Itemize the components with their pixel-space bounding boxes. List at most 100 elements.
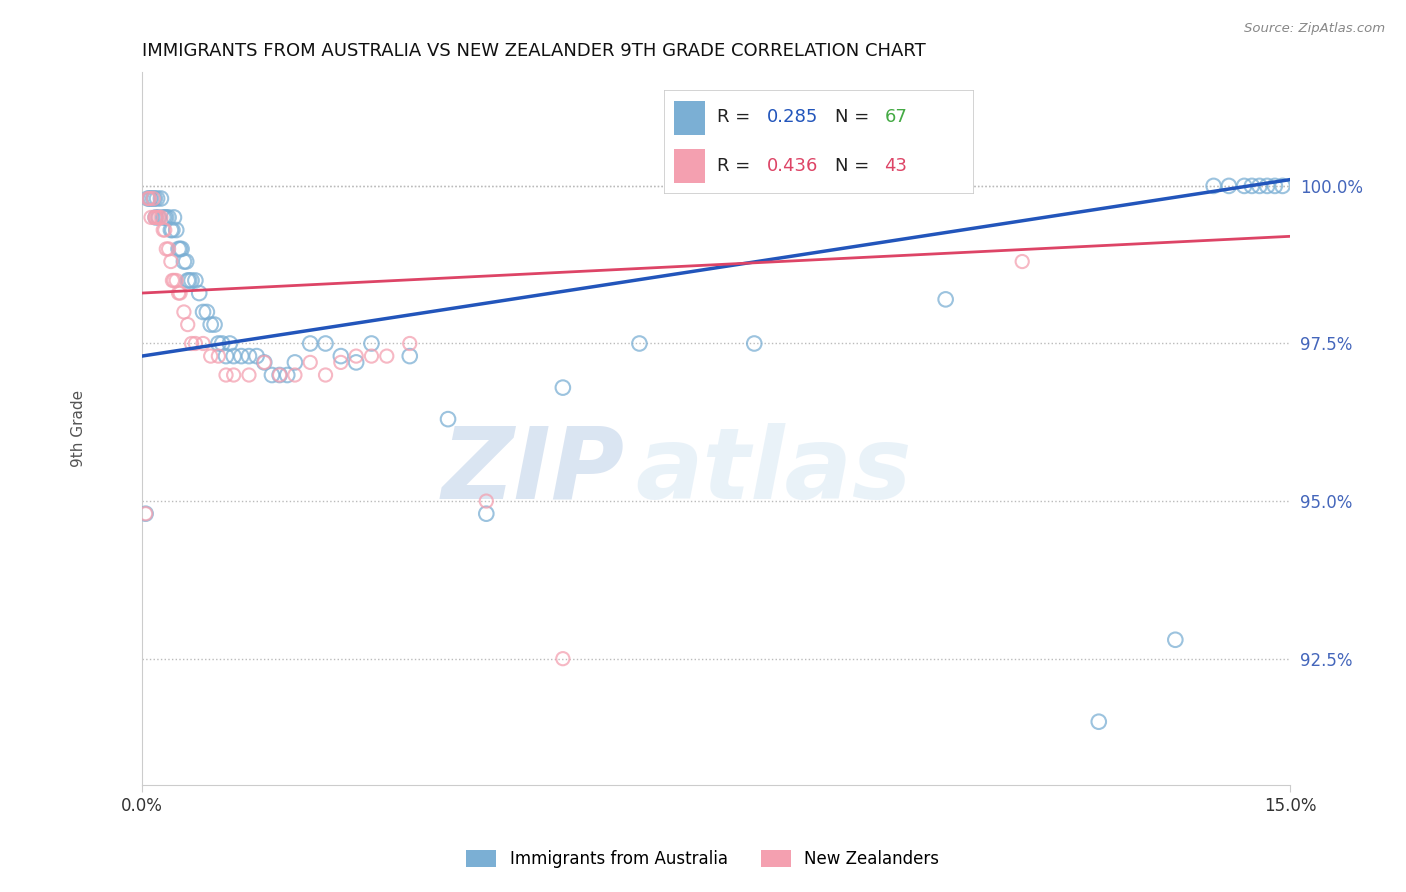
Point xyxy=(153,223,176,237)
Point xyxy=(200,318,222,332)
Point xyxy=(360,336,382,351)
Point xyxy=(1264,178,1286,193)
Point xyxy=(344,355,367,369)
Point xyxy=(177,318,200,332)
Point xyxy=(1240,178,1263,193)
Point xyxy=(169,286,191,301)
Legend: Immigrants from Australia, New Zealanders: Immigrants from Australia, New Zealander… xyxy=(460,843,946,875)
Point xyxy=(299,355,322,369)
Point xyxy=(475,507,498,521)
Point xyxy=(184,273,207,287)
Point xyxy=(329,355,352,369)
Point xyxy=(170,242,193,256)
Point xyxy=(149,211,172,225)
Text: IMMIGRANTS FROM AUSTRALIA VS NEW ZEALANDER 9TH GRADE CORRELATION CHART: IMMIGRANTS FROM AUSTRALIA VS NEW ZEALAND… xyxy=(142,42,925,60)
Point xyxy=(360,349,382,363)
Point xyxy=(1164,632,1187,647)
Point xyxy=(165,273,187,287)
Point xyxy=(139,211,162,225)
Point xyxy=(215,349,238,363)
Point xyxy=(160,254,183,268)
Point xyxy=(142,192,165,206)
Point xyxy=(173,254,195,268)
Point xyxy=(191,305,214,319)
Point xyxy=(179,273,201,287)
Point xyxy=(398,336,420,351)
Point xyxy=(152,223,174,237)
Point xyxy=(180,336,202,351)
Point xyxy=(284,368,307,382)
Point xyxy=(375,349,398,363)
Point xyxy=(157,211,180,225)
Point xyxy=(315,336,337,351)
Point xyxy=(146,211,169,225)
Point xyxy=(1218,178,1240,193)
Point xyxy=(1249,178,1271,193)
Point xyxy=(238,368,260,382)
Point xyxy=(174,254,197,268)
Point xyxy=(135,507,157,521)
Point xyxy=(169,242,191,256)
Point xyxy=(742,336,765,351)
Point xyxy=(344,349,367,363)
Point xyxy=(1271,178,1294,193)
Point xyxy=(138,192,160,206)
Point xyxy=(139,192,162,206)
Point xyxy=(143,211,166,225)
Point xyxy=(200,349,222,363)
Point xyxy=(136,192,159,206)
Text: atlas: atlas xyxy=(636,423,912,520)
Point xyxy=(260,368,283,382)
Point xyxy=(299,336,322,351)
Point xyxy=(138,192,160,206)
Point xyxy=(551,651,574,665)
Point xyxy=(177,273,200,287)
Point xyxy=(231,349,253,363)
Point xyxy=(149,192,172,206)
Point xyxy=(222,349,245,363)
Point xyxy=(167,242,190,256)
Point xyxy=(143,192,166,206)
Point xyxy=(191,336,214,351)
Point xyxy=(1202,178,1225,193)
Point xyxy=(1233,178,1256,193)
Point xyxy=(160,223,183,237)
Point xyxy=(163,273,186,287)
Point xyxy=(253,355,276,369)
Point xyxy=(163,211,186,225)
Point xyxy=(142,192,165,206)
Point xyxy=(165,223,187,237)
Point xyxy=(269,368,291,382)
Point xyxy=(475,494,498,508)
Text: Source: ZipAtlas.com: Source: ZipAtlas.com xyxy=(1244,22,1385,36)
Point xyxy=(246,349,269,363)
Point xyxy=(215,368,238,382)
Point xyxy=(628,336,651,351)
Point xyxy=(329,349,352,363)
Point xyxy=(162,273,184,287)
Point xyxy=(222,368,245,382)
Point xyxy=(148,211,170,225)
Point xyxy=(145,211,167,225)
Point xyxy=(167,286,190,301)
Point xyxy=(1087,714,1109,729)
Point xyxy=(238,349,260,363)
Point xyxy=(195,305,218,319)
Point xyxy=(146,192,169,206)
Point xyxy=(284,355,307,369)
Point xyxy=(136,192,159,206)
Point xyxy=(398,349,420,363)
Text: ZIP: ZIP xyxy=(441,423,624,520)
Point xyxy=(315,368,337,382)
Point xyxy=(180,273,202,287)
Point xyxy=(1256,178,1278,193)
Point xyxy=(437,412,460,426)
Point xyxy=(155,211,177,225)
Point xyxy=(276,368,298,382)
Point xyxy=(173,305,195,319)
Point xyxy=(162,223,184,237)
Point xyxy=(135,507,157,521)
Point xyxy=(218,336,240,351)
Point xyxy=(148,211,170,225)
Y-axis label: 9th Grade: 9th Grade xyxy=(72,390,86,467)
